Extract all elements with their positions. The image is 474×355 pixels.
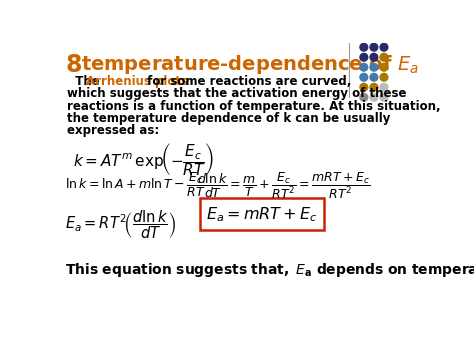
Circle shape [380, 43, 388, 51]
Text: the temperature dependence of k can be usually: the temperature dependence of k can be u… [67, 112, 391, 125]
Text: Arrhenius plots: Arrhenius plots [86, 75, 188, 88]
Circle shape [360, 64, 368, 71]
Text: for some reactions are curved,: for some reactions are curved, [143, 75, 351, 88]
Text: reactions is a function of temperature. At this situation,: reactions is a function of temperature. … [67, 100, 441, 113]
Circle shape [360, 43, 368, 51]
Circle shape [370, 83, 378, 91]
Circle shape [370, 43, 378, 51]
Circle shape [380, 53, 388, 61]
Circle shape [370, 73, 378, 81]
Circle shape [360, 93, 368, 101]
Circle shape [370, 93, 378, 101]
Text: The: The [67, 75, 104, 88]
Circle shape [360, 53, 368, 61]
Text: $\mathbf{8}$: $\mathbf{8}$ [65, 53, 82, 77]
Circle shape [360, 73, 368, 81]
Text: $E_a = RT^2\!\left(\dfrac{d\ln k}{dT}\right)$: $E_a = RT^2\!\left(\dfrac{d\ln k}{dT}\ri… [65, 208, 177, 241]
Circle shape [370, 64, 378, 71]
Text: $\ln k = \ln A + m\ln T - \dfrac{E_c}{RT}$: $\ln k = \ln A + m\ln T - \dfrac{E_c}{RT… [65, 171, 207, 199]
Text: expressed as:: expressed as: [67, 124, 159, 137]
Text: $\dfrac{d\ln k}{dT} = \dfrac{m}{T} + \dfrac{E_c}{RT^2} = \dfrac{mRT + E_c}{RT^2}: $\dfrac{d\ln k}{dT} = \dfrac{m}{T} + \df… [197, 171, 371, 201]
Circle shape [380, 73, 388, 81]
Text: $\mathbf{This\ equation\ suggests\ that,}\ \mathit{E}_\mathbf{a}\ \mathbf{depend: $\mathbf{This\ equation\ suggests\ that,… [65, 261, 474, 279]
Circle shape [380, 93, 388, 101]
Circle shape [380, 83, 388, 91]
Text: $k = AT^{m}\,\mathrm{exp}\!\left(-\dfrac{E_c}{RT}\right)$: $k = AT^{m}\,\mathrm{exp}\!\left(-\dfrac… [73, 141, 214, 178]
FancyBboxPatch shape [200, 198, 324, 230]
Circle shape [380, 64, 388, 71]
Text: $E_a = mRT + E_c$: $E_a = mRT + E_c$ [206, 205, 317, 224]
Circle shape [360, 83, 368, 91]
Circle shape [370, 53, 378, 61]
Text: which suggests that the activation energy of these: which suggests that the activation energ… [67, 87, 407, 100]
Text: temperature-dependence of $\mathit{E}_\mathit{a}$: temperature-dependence of $\mathit{E}_\m… [81, 53, 419, 76]
